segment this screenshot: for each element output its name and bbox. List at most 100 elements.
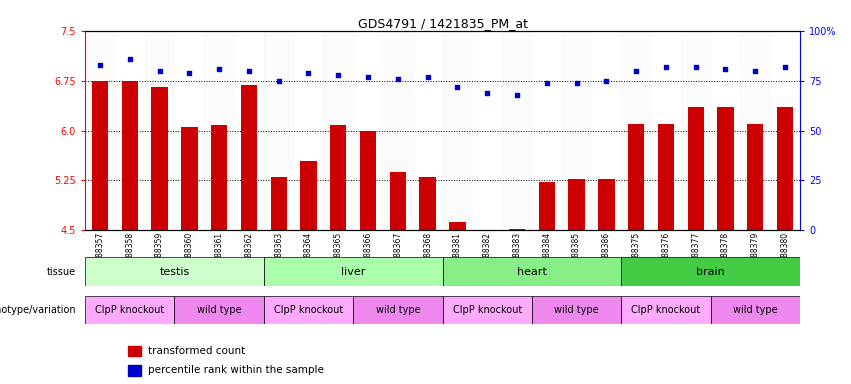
Bar (271, 177, 287, 230)
Text: ClpP knockout: ClpP knockout (274, 305, 343, 315)
Bar (509, 229, 525, 230)
Text: wild type: wild type (197, 305, 242, 315)
Bar (85, 31, 115, 230)
Bar (353, 296, 443, 324)
Bar (532, 31, 562, 230)
Text: wild type: wild type (554, 305, 599, 315)
Point (480, 89, 494, 96)
Bar (264, 257, 443, 286)
Bar (383, 31, 413, 230)
Bar (300, 161, 317, 230)
Point (301, 70, 315, 76)
Bar (711, 296, 800, 324)
Point (450, 84, 464, 90)
Point (629, 68, 643, 74)
Bar (85, 296, 174, 324)
Bar (562, 31, 591, 230)
Text: transformed count: transformed count (148, 346, 245, 356)
Bar (92, 81, 108, 230)
Point (123, 56, 136, 62)
Point (748, 68, 762, 74)
Bar (740, 31, 770, 230)
Bar (323, 31, 353, 230)
Bar (330, 125, 346, 230)
Text: percentile rank within the sample: percentile rank within the sample (148, 365, 324, 375)
Point (659, 64, 672, 70)
Bar (443, 257, 621, 286)
Bar (591, 31, 621, 230)
Bar (688, 107, 704, 230)
Bar (747, 124, 763, 230)
Point (331, 71, 345, 78)
Bar (174, 31, 204, 230)
Bar (681, 31, 711, 230)
Text: liver: liver (341, 266, 365, 277)
Title: GDS4791 / 1421835_PM_at: GDS4791 / 1421835_PM_at (357, 17, 528, 30)
Text: heart: heart (517, 266, 547, 277)
Text: wild type: wild type (733, 305, 778, 315)
Point (569, 79, 583, 86)
Bar (174, 296, 264, 324)
Bar (711, 31, 740, 230)
Point (540, 79, 553, 86)
Text: ClpP knockout: ClpP knockout (95, 305, 164, 315)
Bar (128, 365, 141, 376)
Bar (777, 107, 793, 230)
Bar (85, 257, 264, 286)
Bar (658, 124, 674, 230)
Bar (122, 81, 138, 230)
Bar (568, 179, 585, 230)
Point (778, 64, 791, 70)
Bar (151, 87, 168, 230)
Text: ClpP knockout: ClpP knockout (453, 305, 522, 315)
Point (391, 76, 404, 82)
Bar (628, 124, 644, 230)
Text: genotype/variation: genotype/variation (0, 305, 77, 315)
Bar (211, 125, 227, 230)
Bar (621, 257, 800, 286)
Point (242, 68, 255, 74)
Point (361, 74, 374, 80)
Point (420, 74, 434, 80)
Bar (539, 182, 555, 230)
Bar (128, 346, 141, 356)
Text: tissue: tissue (47, 266, 77, 277)
Bar (234, 31, 264, 230)
Bar (264, 31, 294, 230)
Bar (770, 31, 800, 230)
Bar (145, 31, 174, 230)
Text: ClpP knockout: ClpP knockout (631, 305, 700, 315)
Bar (472, 31, 502, 230)
Point (182, 70, 196, 76)
Bar (598, 179, 614, 230)
Bar (115, 31, 145, 230)
Point (510, 91, 523, 98)
Text: testis: testis (159, 266, 190, 277)
Bar (353, 31, 383, 230)
Bar (502, 31, 532, 230)
Bar (621, 31, 651, 230)
Bar (621, 296, 711, 324)
Bar (204, 31, 234, 230)
Point (688, 64, 702, 70)
Text: brain: brain (696, 266, 725, 277)
Bar (264, 296, 353, 324)
Point (152, 68, 166, 74)
Bar (443, 296, 532, 324)
Text: wild type: wild type (375, 305, 420, 315)
Bar (420, 177, 436, 230)
Bar (413, 31, 443, 230)
Point (271, 78, 285, 84)
Bar (390, 172, 406, 230)
Bar (294, 31, 323, 230)
Bar (651, 31, 681, 230)
Point (212, 66, 226, 72)
Bar (181, 127, 197, 230)
Bar (443, 31, 472, 230)
Point (718, 66, 732, 72)
Bar (532, 296, 621, 324)
Bar (360, 131, 376, 230)
Point (599, 78, 613, 84)
Bar (449, 222, 465, 230)
Bar (717, 107, 734, 230)
